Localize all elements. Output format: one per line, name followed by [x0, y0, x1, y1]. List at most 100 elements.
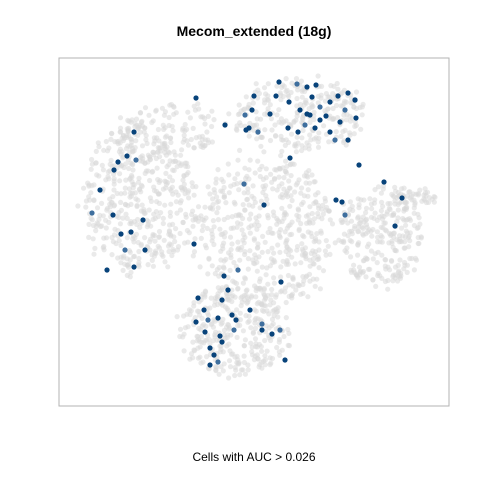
background-cell	[375, 249, 381, 255]
background-cell	[355, 214, 361, 220]
highlighted-cell	[287, 155, 293, 161]
background-cell	[139, 153, 145, 159]
background-cell	[380, 183, 387, 189]
background-cell	[135, 216, 141, 223]
background-cell	[289, 197, 295, 204]
background-cell	[385, 264, 391, 270]
background-cell	[109, 130, 115, 136]
background-cell	[273, 133, 279, 139]
background-cell	[75, 203, 81, 209]
background-cell	[411, 267, 417, 273]
background-cell	[168, 139, 174, 146]
background-cell	[292, 261, 298, 267]
background-cell	[404, 262, 410, 268]
background-cell	[197, 264, 203, 270]
background-cell	[259, 249, 265, 255]
background-cell	[96, 216, 102, 222]
background-cell	[147, 239, 153, 245]
highlighted-cell	[399, 195, 405, 201]
background-cell	[127, 221, 133, 227]
background-cell	[202, 242, 208, 248]
background-cell	[262, 97, 268, 103]
background-cell	[83, 198, 89, 204]
background-cell	[162, 202, 168, 208]
background-cell	[100, 167, 106, 173]
highlighted-cell	[345, 137, 351, 143]
background-cell	[178, 152, 184, 158]
background-cell	[169, 178, 176, 184]
background-cell	[311, 216, 317, 222]
highlighted-cell	[215, 359, 221, 365]
background-cell	[298, 78, 304, 84]
background-cell	[293, 76, 300, 82]
background-cell	[166, 150, 172, 156]
highlighted-cell	[251, 93, 257, 99]
highlighted-cell	[352, 97, 358, 103]
background-cell	[202, 121, 208, 127]
background-cell	[161, 237, 167, 243]
background-cell	[299, 185, 305, 191]
background-cell	[386, 240, 392, 246]
background-cell	[159, 252, 165, 258]
background-cell	[299, 241, 305, 247]
background-cell	[220, 368, 226, 374]
background-cell	[312, 283, 318, 289]
x-axis-label: Cells with AUC > 0.026	[192, 450, 315, 464]
background-cell	[182, 121, 188, 128]
background-cell	[130, 167, 136, 173]
background-cell	[156, 245, 163, 251]
background-cell	[367, 266, 373, 272]
background-cell	[146, 207, 152, 213]
background-cell	[91, 251, 97, 257]
background-cell	[184, 160, 190, 166]
background-cell	[112, 226, 118, 232]
background-cell	[226, 375, 232, 381]
background-cell	[258, 317, 264, 323]
background-cell	[252, 317, 258, 323]
background-cell	[254, 122, 260, 128]
background-cell	[225, 214, 231, 220]
background-cell	[221, 184, 227, 191]
background-cell	[184, 171, 190, 178]
background-cell	[181, 348, 187, 354]
background-cell	[291, 118, 297, 124]
background-cell	[242, 276, 249, 282]
background-cell	[306, 146, 312, 152]
background-cell	[261, 285, 267, 291]
background-cell	[123, 177, 129, 183]
background-cell	[303, 180, 309, 186]
background-cell	[166, 114, 172, 121]
background-cell	[299, 147, 305, 154]
background-cell	[160, 122, 166, 128]
background-cell	[199, 227, 205, 234]
background-cell	[382, 220, 388, 226]
background-cell	[396, 236, 403, 242]
background-cell	[276, 339, 282, 345]
background-cell	[348, 100, 354, 106]
background-cell	[385, 286, 391, 292]
highlighted-cell	[191, 241, 197, 247]
background-cell	[276, 107, 282, 113]
background-cell	[221, 192, 227, 199]
background-cell	[255, 244, 261, 250]
background-cell	[348, 267, 354, 273]
background-cell	[388, 257, 395, 264]
background-cell	[205, 310, 211, 316]
background-cell	[258, 143, 264, 149]
background-cell	[95, 221, 101, 227]
background-cell	[123, 161, 129, 167]
background-cell	[278, 289, 284, 295]
background-cell	[342, 248, 348, 254]
background-cell	[325, 243, 331, 249]
background-cell	[226, 190, 232, 196]
background-cell	[174, 210, 180, 216]
background-cell	[126, 248, 132, 254]
background-cell	[252, 170, 258, 176]
background-cell	[274, 112, 280, 118]
background-cell	[185, 109, 191, 115]
background-cell	[261, 85, 268, 91]
background-cell	[109, 234, 115, 241]
background-cell	[432, 194, 438, 200]
background-cell	[330, 105, 336, 112]
background-cell	[89, 156, 95, 163]
